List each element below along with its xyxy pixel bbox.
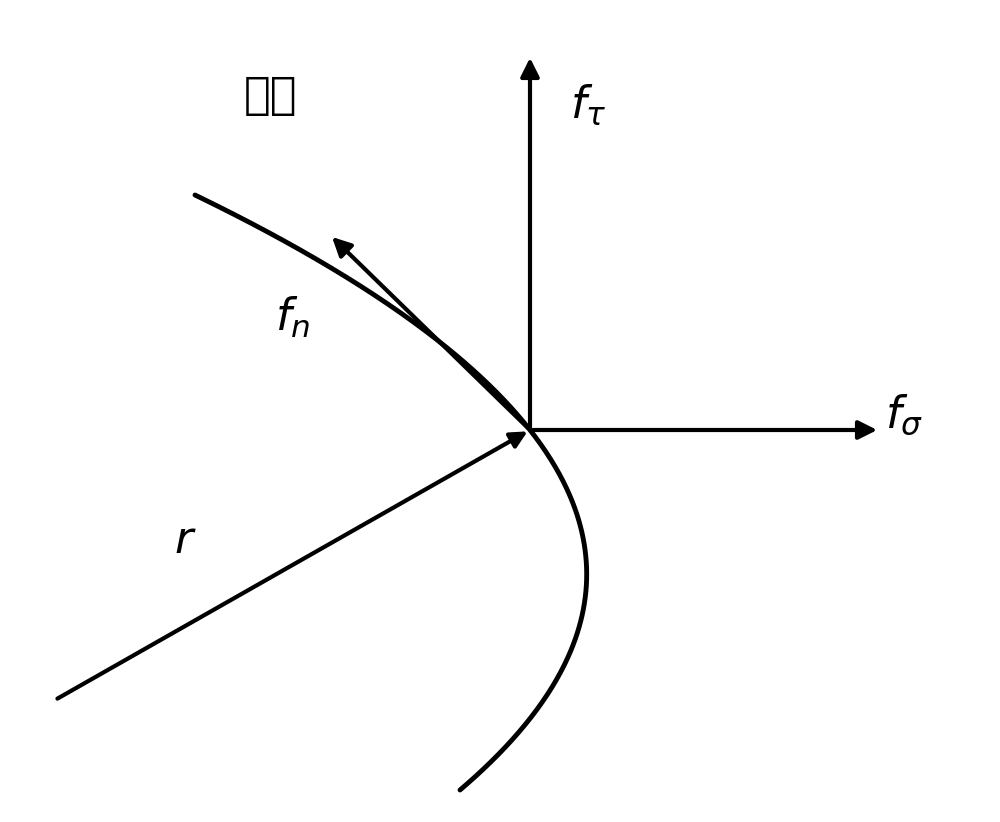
Text: 轨道: 轨道 (243, 73, 297, 117)
Text: $f_{\sigma}$: $f_{\sigma}$ (885, 393, 923, 437)
Text: $f_{n}$: $f_{n}$ (275, 295, 310, 340)
Text: $r$: $r$ (174, 519, 196, 561)
Text: $f_{\tau}$: $f_{\tau}$ (570, 82, 607, 127)
